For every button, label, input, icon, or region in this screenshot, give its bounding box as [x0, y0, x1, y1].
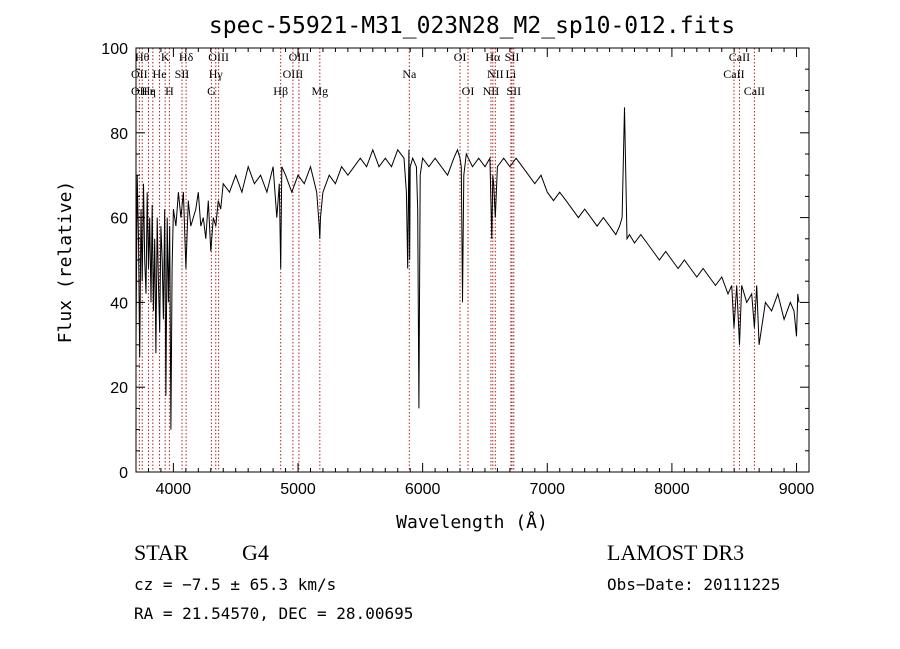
line-label-22: G — [207, 84, 216, 98]
x-tick-label-5: 9000 — [779, 481, 815, 498]
y-tick-label-1: 20 — [110, 380, 128, 397]
line-label-18: OII — [131, 84, 148, 98]
emission-line-labels: Hθ K Hδ OIII OIII OI Hα SII CaII OII He SII Hγ OIII Na… — [131, 50, 765, 98]
line-label-13: OIII — [283, 67, 304, 81]
object-subclass: G4 — [242, 540, 269, 565]
y-tick-label-5: 100 — [101, 41, 128, 58]
x-tick-label-0: 4000 — [156, 481, 192, 498]
line-label-19: Hε — [142, 84, 156, 98]
x-tick-label-2: 6000 — [405, 481, 441, 498]
line-label-7: SII — [505, 50, 520, 64]
object-class: STAR — [134, 540, 189, 565]
x-tick-label-1: 5000 — [280, 481, 316, 498]
observation-date: Obs−Date: 20111225 — [607, 575, 780, 594]
line-label-26: NII — [483, 84, 500, 98]
line-label-3: OIII — [208, 50, 229, 64]
line-label-20: η — [150, 84, 156, 98]
line-label-14: Na — [402, 67, 417, 81]
ra-dec-coordinates: RA = 21.54570, DEC = 28.00695 — [134, 604, 413, 623]
line-label-25: OI — [462, 84, 475, 98]
line-label-1: K — [161, 50, 170, 64]
line-label-16: Li — [506, 67, 517, 81]
line-label-4: OIII — [289, 50, 310, 64]
spectrum-line — [135, 107, 800, 430]
plot-frame — [135, 47, 810, 473]
line-label-8: CaII — [729, 50, 750, 64]
line-label-10: He — [153, 67, 167, 81]
line-label-17: CaII — [723, 67, 744, 81]
line-label-21: H — [165, 84, 174, 98]
line-label-11: SII — [175, 67, 190, 81]
line-label-28: CaII — [744, 84, 765, 98]
line-label-24: Mg — [311, 84, 328, 98]
x-tick-label-3: 7000 — [529, 481, 565, 498]
x-axis-ticks: 4000 5000 6000 7000 8000 9000 — [135, 48, 815, 498]
x-tick-label-4: 8000 — [654, 481, 690, 498]
line-label-6: Hα — [485, 50, 501, 64]
line-label-23: Hβ — [273, 84, 288, 98]
line-label-15: NII — [487, 67, 504, 81]
redshift-velocity: cz = −7.5 ± 65.3 km/s — [134, 575, 336, 594]
y-tick-label-2: 40 — [110, 295, 128, 312]
line-label-9: OII — [131, 67, 148, 81]
line-label-27: SII — [506, 84, 521, 98]
survey-name: LAMOST DR3 — [607, 540, 744, 565]
y-tick-label-4: 80 — [110, 126, 128, 143]
x-axis-label: Wavelength (Å) — [396, 511, 548, 533]
line-label-0: Hθ — [135, 50, 150, 64]
y-axis-ticks: 0 20 40 60 80 100 — [101, 41, 809, 482]
line-label-5: OI — [454, 50, 467, 64]
emission-line-markers — [138, 48, 755, 472]
y-axis-label: Flux (relative) — [55, 181, 76, 344]
y-tick-label-3: 60 — [110, 211, 128, 228]
chart-title: spec-55921-M31_023N28_M2_sp10-012.fits — [209, 13, 735, 39]
line-label-12: Hγ — [209, 67, 224, 81]
line-label-2: Hδ — [179, 50, 194, 64]
y-tick-label-0: 0 — [119, 465, 128, 482]
